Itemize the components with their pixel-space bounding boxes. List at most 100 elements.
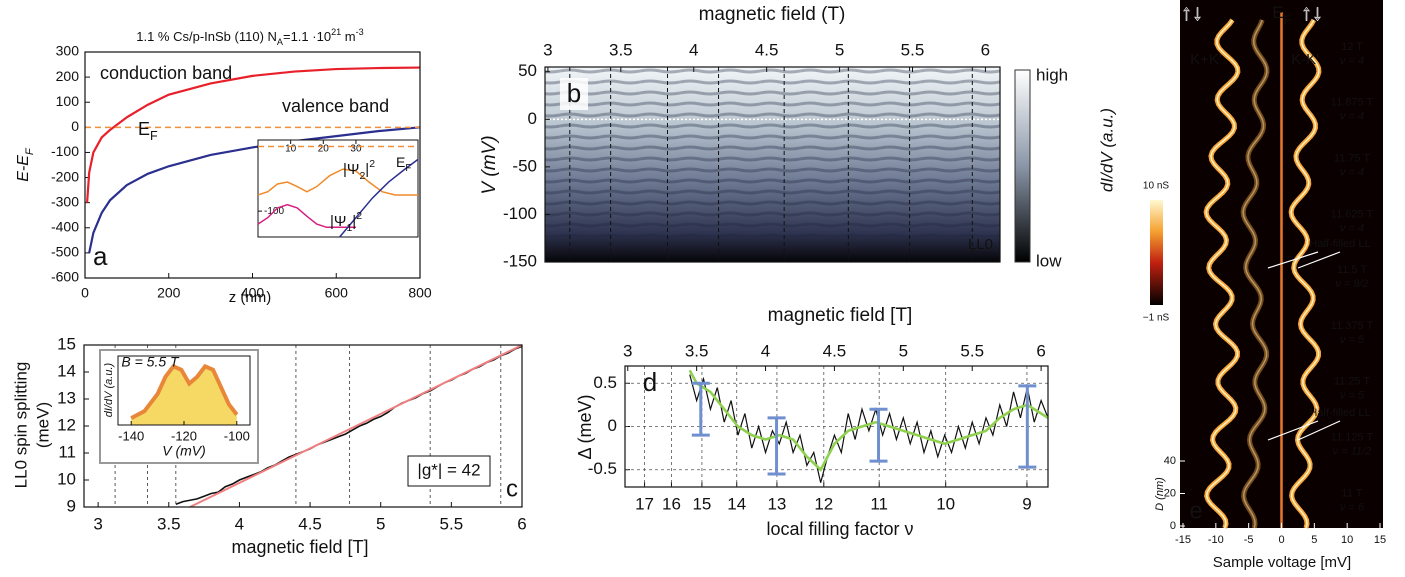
filling-label: ν = 4 xyxy=(1340,111,1364,123)
x-tick-label: 3 xyxy=(93,514,102,533)
colorbar-label: −1 nS xyxy=(1143,313,1170,324)
x-tick-label: 6 xyxy=(517,514,526,533)
y-tick-label: -200 xyxy=(51,168,79,184)
x-tick-label: 12 xyxy=(814,494,833,513)
data-line xyxy=(688,369,1049,472)
x-tick-label: 5 xyxy=(835,40,844,59)
x-tick-label: 11 xyxy=(870,494,888,513)
legend-label-sub: F xyxy=(405,163,411,174)
legend-label: EF xyxy=(396,154,411,174)
x-tick-label: 4 xyxy=(235,514,244,533)
y-tick-label: 0 xyxy=(1170,520,1176,532)
y-tick-label: 14 xyxy=(57,361,76,380)
x-tick-label: -15 xyxy=(1175,534,1191,546)
field-label: 11.625 T xyxy=(1331,208,1374,220)
x-tick-label: 3 xyxy=(543,40,552,59)
y-tick-label: 300 xyxy=(56,43,80,59)
annotation-arrow xyxy=(1267,251,1319,269)
legend-label-part: | xyxy=(365,161,369,178)
y-tick-label: 9 xyxy=(67,496,76,515)
annotation: Half-filled LL xyxy=(1309,238,1370,250)
filling-label: ν = 9/2 xyxy=(1335,278,1368,290)
y-axis-title-part: E-E xyxy=(15,155,32,182)
y-tick-label: 13 xyxy=(57,388,76,407)
field-label: 11.5 T xyxy=(1337,264,1367,276)
error-bar xyxy=(691,381,710,437)
y-tick-label: 10 xyxy=(57,469,76,488)
annotation: Half-filled LL xyxy=(1309,407,1370,419)
chart-title-sub: A xyxy=(277,37,284,47)
x-axis-title: magnetic field (T) xyxy=(699,4,846,25)
legend-label: conduction band xyxy=(100,63,232,83)
inset-title: B = 5.5 T xyxy=(121,354,180,370)
x-tick-label: 5 xyxy=(1311,534,1317,546)
spin-label: ↑↓ xyxy=(1301,0,1323,25)
x-tick-label: 14 xyxy=(727,494,746,513)
x-tick-label: 0 xyxy=(81,285,89,301)
annotation-box xyxy=(407,455,491,487)
x-tick-label: 15 xyxy=(692,494,711,513)
panel-label: d xyxy=(643,367,657,397)
annotation: |g*| = 42 xyxy=(417,460,480,479)
x-tick-label: 3.5 xyxy=(157,514,181,533)
annotation-arrow xyxy=(1297,420,1341,441)
field-label: 11.125 T xyxy=(1331,432,1374,444)
y-axis-title-sub: F xyxy=(24,147,36,155)
fermi-label-sub: F xyxy=(1284,13,1291,27)
legend-label-part: |Ψ xyxy=(330,213,346,230)
x-tick-label: 10 xyxy=(936,494,955,513)
annotation-arrow xyxy=(1267,420,1319,441)
x-tick-label: 4.5 xyxy=(755,40,779,59)
panel-label: e xyxy=(1189,497,1202,524)
trace-core xyxy=(1205,19,1239,529)
legend-label: valence band xyxy=(282,96,389,116)
x-tick-label: 5 xyxy=(376,514,385,533)
legend-label-part: | xyxy=(352,213,356,230)
legend-label-part: E xyxy=(396,154,405,170)
y-axis-title: dI/dV (a.u.) xyxy=(103,362,115,417)
heatmap-texture xyxy=(545,67,1000,237)
colorbar-label: high xyxy=(1036,65,1068,84)
data-line xyxy=(257,168,418,196)
x-tick-label: 9 xyxy=(1022,494,1031,513)
inset-area xyxy=(131,366,237,425)
x-tick-label: 800 xyxy=(408,285,432,301)
y-tick-label: -300 xyxy=(51,193,79,209)
legend-label-part: |Ψ xyxy=(343,161,359,178)
y-tick-label: 15 xyxy=(57,334,76,353)
field-label: 11 T xyxy=(1342,487,1363,499)
y-tick-label: -600 xyxy=(51,269,79,285)
y-axis-title: V (mV) xyxy=(479,135,500,194)
y-axis-title: D (nm) xyxy=(1154,477,1166,511)
legend-label: |Ψ1|2 xyxy=(330,210,362,234)
x-tick-label: 16 xyxy=(662,494,681,513)
legend-label-sup: 2 xyxy=(356,210,362,222)
inset-frame xyxy=(257,139,419,238)
valley-label: K-K' xyxy=(1291,51,1319,68)
y-tick-label: 40 xyxy=(1164,455,1176,467)
annotation: LL0 xyxy=(968,236,993,253)
y-axis-title: E-EF xyxy=(15,147,36,182)
y-tick-label: 0.5 xyxy=(593,373,617,392)
x-tick-label: 200 xyxy=(157,285,181,301)
fermi-label-part: E xyxy=(1272,3,1283,22)
x-tick-label: 400 xyxy=(241,285,265,301)
x-tick-label: -140 xyxy=(118,428,144,443)
x-tick-label: 4 xyxy=(761,341,770,360)
x-tick-label: 600 xyxy=(325,285,349,301)
x-tick-label: 5.5 xyxy=(960,341,984,360)
filling-label: ν = 4 xyxy=(1340,55,1364,67)
annotation-arrow xyxy=(1297,251,1341,269)
data-line xyxy=(85,66,421,203)
filling-label: ν = 4 xyxy=(1340,167,1364,179)
colorbar xyxy=(1014,69,1031,263)
y-tick-label: 11 xyxy=(58,442,76,461)
data-line xyxy=(339,158,419,238)
x-tick-label: 4.5 xyxy=(823,341,847,360)
chart-title-part: m xyxy=(341,29,355,44)
y-tick-label: -100 xyxy=(503,204,537,223)
legend-label: |Ψ2|2 xyxy=(343,158,375,182)
data-line xyxy=(130,363,239,420)
filling-label: ν = 4 xyxy=(1340,222,1364,234)
